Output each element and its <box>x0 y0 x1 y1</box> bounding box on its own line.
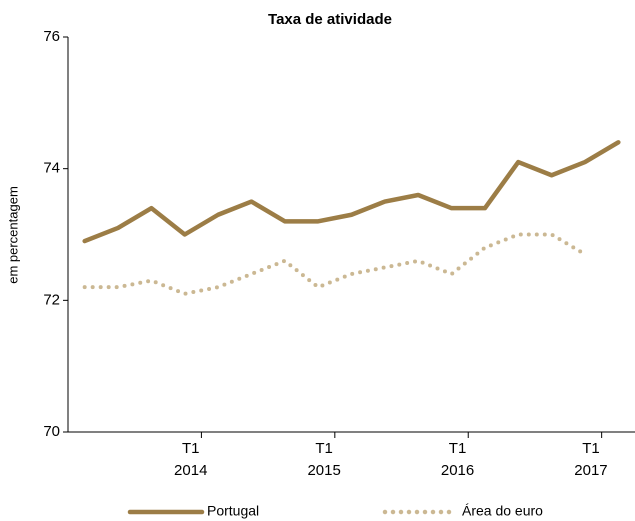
legend-label: Portugal <box>207 503 259 519</box>
chart-title: Taxa de atividade <box>268 11 392 28</box>
x-tick-label: T1 <box>315 440 333 457</box>
x-tick-label: 2014 <box>174 462 207 479</box>
y-axis-label: em percentagem <box>5 186 20 284</box>
x-tick-label: T1 <box>582 440 600 457</box>
legend-label: Área do euro <box>462 503 543 519</box>
x-tick-label: 2015 <box>307 462 340 479</box>
y-tick-label: 74 <box>43 160 60 177</box>
series-line <box>82 232 587 296</box>
y-tick-label: 72 <box>43 291 60 308</box>
series-line <box>82 140 621 244</box>
x-tick-label: T1 <box>449 440 467 457</box>
y-tick-label: 76 <box>43 28 60 45</box>
y-tick-label: 70 <box>43 423 60 440</box>
x-tick-label: 2016 <box>441 462 474 479</box>
x-tick-label: 2017 <box>574 462 607 479</box>
x-tick-label: T1 <box>182 440 200 457</box>
